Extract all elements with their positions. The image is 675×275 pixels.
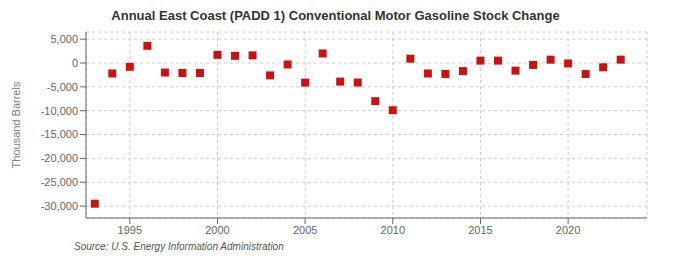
svg-text:Thousand Barrels: Thousand Barrels xyxy=(10,81,22,168)
svg-text:2015: 2015 xyxy=(468,224,492,236)
svg-text:2010: 2010 xyxy=(381,224,405,236)
svg-text:-15,000: -15,000 xyxy=(41,128,78,140)
svg-text:0: 0 xyxy=(72,57,78,69)
svg-text:2005: 2005 xyxy=(293,224,317,236)
svg-text:2000: 2000 xyxy=(205,224,229,236)
svg-text:1995: 1995 xyxy=(118,224,142,236)
html-text:Source: U.S. Energy Informatio: Source: U.S. Energy Information Administ… xyxy=(74,241,284,252)
svg-text:-20,000: -20,000 xyxy=(41,152,78,164)
svg-text:2020: 2020 xyxy=(556,224,580,236)
html-text:Annual East Coast (PADD 1) Con: Annual East Coast (PADD 1) Conventional … xyxy=(111,8,560,23)
svg-text:5,000: 5,000 xyxy=(50,33,78,45)
svg-text:-30,000: -30,000 xyxy=(41,200,78,212)
svg-text:-10,000: -10,000 xyxy=(41,105,78,117)
svg-text:-25,000: -25,000 xyxy=(41,176,78,188)
svg-text:-5,000: -5,000 xyxy=(47,81,78,93)
